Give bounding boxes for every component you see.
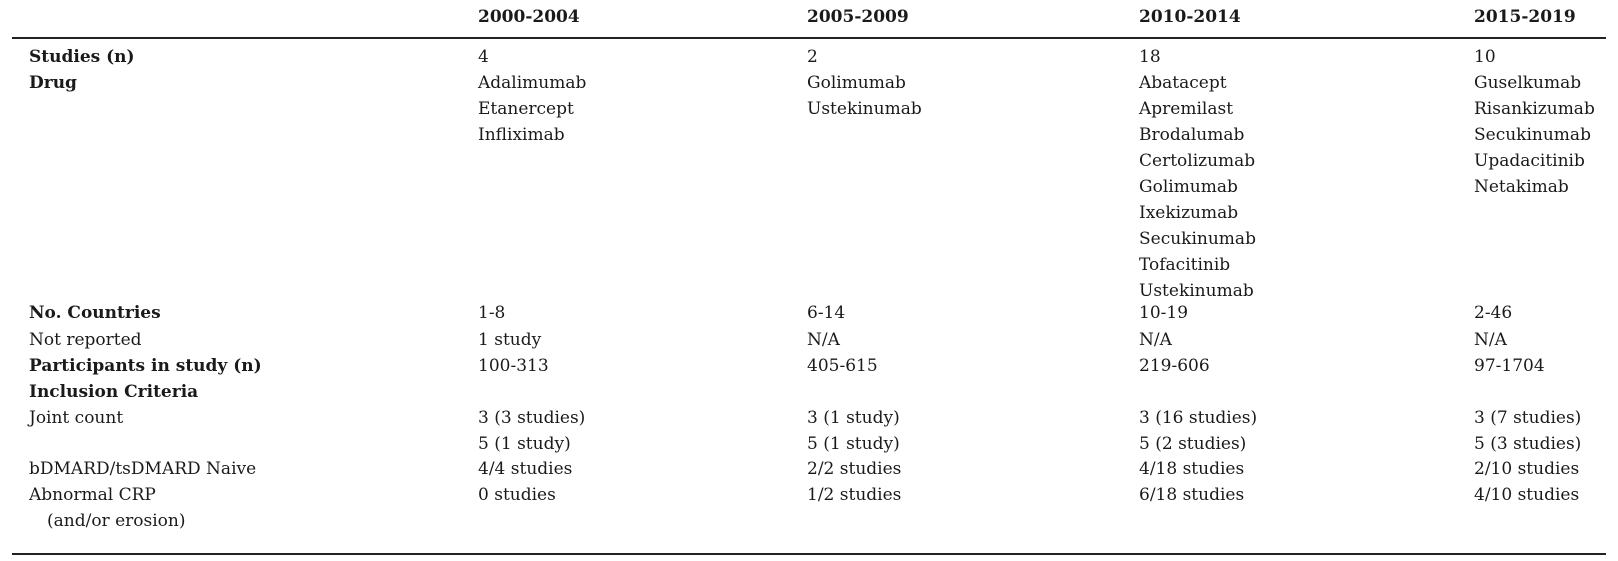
cell-studies-2000: 4 <box>478 47 489 67</box>
drug-item: Ustekinumab <box>807 99 922 119</box>
summary-table: 2000-2004 2005-2009 2010-2014 2015-2019 … <box>12 0 1606 561</box>
drug-item: Risankizumab <box>1474 99 1595 119</box>
joint-count-item: 3 (16 studies) <box>1139 408 1258 428</box>
row-label-countries: No. Countries <box>29 303 161 323</box>
drug-item: Ustekinumab <box>1139 281 1254 301</box>
joint-count-item: 3 (1 study) <box>807 408 900 428</box>
joint-count-item: 5 (1 study) <box>807 434 900 454</box>
drug-item: Secukinumab <box>1474 125 1591 145</box>
drug-item: Etanercept <box>478 99 574 119</box>
drug-item: Tofacitinib <box>1139 255 1231 275</box>
row-label-participants: Participants in study (n) <box>29 356 262 376</box>
cell-joint-count-2000: 3 (3 studies) 5 (1 study) <box>478 405 585 457</box>
cell-joint-count-2015: 3 (7 studies) 5 (3 studies) <box>1474 405 1581 457</box>
cell-not-reported-2010: N/A <box>1139 330 1172 350</box>
cell-participants-2010: 219-606 <box>1139 356 1210 376</box>
row-label-inclusion-criteria: Inclusion Criteria <box>29 382 199 402</box>
cell-countries-2015: 2-46 <box>1474 303 1513 323</box>
abnormal-crp-label: Abnormal CRP <box>29 485 156 505</box>
row-label-joint-count: Joint count <box>29 408 124 428</box>
drug-item: Ixekizumab <box>1139 203 1239 223</box>
drug-item: Golimumab <box>1139 177 1238 197</box>
cell-participants-2005: 405-615 <box>807 356 878 376</box>
cell-dmard-naive-2015: 2/10 studies <box>1474 459 1580 479</box>
drug-item: Apremilast <box>1139 99 1234 119</box>
column-header-2005-2009: 2005-2009 <box>807 7 909 27</box>
drug-item: Infliximab <box>478 125 565 145</box>
drug-item: Certolizumab <box>1139 151 1256 171</box>
drug-item: Abatacept <box>1139 73 1227 93</box>
drug-item: Adalimumab <box>478 73 587 93</box>
cell-abnormal-crp-2005: 1/2 studies <box>807 485 902 505</box>
column-header-2010-2014: 2010-2014 <box>1139 7 1241 27</box>
row-label-abnormal-crp: Abnormal CRP (and/or erosion) <box>29 482 186 534</box>
cell-not-reported-2015: N/A <box>1474 330 1507 350</box>
table-top-rule <box>12 37 1606 39</box>
joint-count-item: 5 (2 studies) <box>1139 434 1247 454</box>
row-label-studies: Studies (n) <box>29 47 135 67</box>
row-label-dmard-naive: bDMARD/tsDMARD Naive <box>29 459 257 479</box>
cell-countries-2000: 1-8 <box>478 303 506 323</box>
cell-studies-2015: 10 <box>1474 47 1496 67</box>
drug-item: Golimumab <box>807 73 906 93</box>
cell-drug-2015: Guselkumab Risankizumab Secukinumab Upad… <box>1474 70 1595 200</box>
table-bottom-rule <box>12 553 1606 555</box>
cell-not-reported-2005: N/A <box>807 330 840 350</box>
cell-drug-2010: Abatacept Apremilast Brodalumab Certoliz… <box>1139 70 1256 304</box>
cell-drug-2005: Golimumab Ustekinumab <box>807 70 922 122</box>
row-label-drug: Drug <box>29 73 77 93</box>
joint-count-item: 5 (3 studies) <box>1474 434 1582 454</box>
cell-not-reported-2000: 1 study <box>478 330 542 350</box>
joint-count-item: 3 (7 studies) <box>1474 408 1582 428</box>
cell-joint-count-2010: 3 (16 studies) 5 (2 studies) <box>1139 405 1257 457</box>
cell-joint-count-2005: 3 (1 study) 5 (1 study) <box>807 405 900 457</box>
column-header-2015-2019: 2015-2019 <box>1474 7 1576 27</box>
drug-item: Brodalumab <box>1139 125 1245 145</box>
drug-item: Guselkumab <box>1474 73 1582 93</box>
column-header-2000-2004: 2000-2004 <box>478 7 580 27</box>
row-label-not-reported: Not reported <box>29 330 142 350</box>
cell-abnormal-crp-2010: 6/18 studies <box>1139 485 1245 505</box>
cell-drug-2000: Adalimumab Etanercept Infliximab <box>478 70 586 148</box>
cell-dmard-naive-2010: 4/18 studies <box>1139 459 1245 479</box>
cell-abnormal-crp-2000: 0 studies <box>478 485 556 505</box>
cell-participants-2015: 97-1704 <box>1474 356 1545 376</box>
cell-countries-2005: 6-14 <box>807 303 846 323</box>
cell-participants-2000: 100-313 <box>478 356 549 376</box>
cell-studies-2005: 2 <box>807 47 818 67</box>
drug-item: Upadacitinib <box>1474 151 1585 171</box>
drug-item: Secukinumab <box>1139 229 1256 249</box>
joint-count-item: 5 (1 study) <box>478 434 571 454</box>
cell-dmard-naive-2005: 2/2 studies <box>807 459 902 479</box>
cell-countries-2010: 10-19 <box>1139 303 1189 323</box>
drug-item: Netakimab <box>1474 177 1569 197</box>
abnormal-crp-label-note: (and/or erosion) <box>47 511 186 531</box>
cell-dmard-naive-2000: 4/4 studies <box>478 459 573 479</box>
cell-studies-2010: 18 <box>1139 47 1161 67</box>
cell-abnormal-crp-2015: 4/10 studies <box>1474 485 1580 505</box>
joint-count-item: 3 (3 studies) <box>478 408 586 428</box>
